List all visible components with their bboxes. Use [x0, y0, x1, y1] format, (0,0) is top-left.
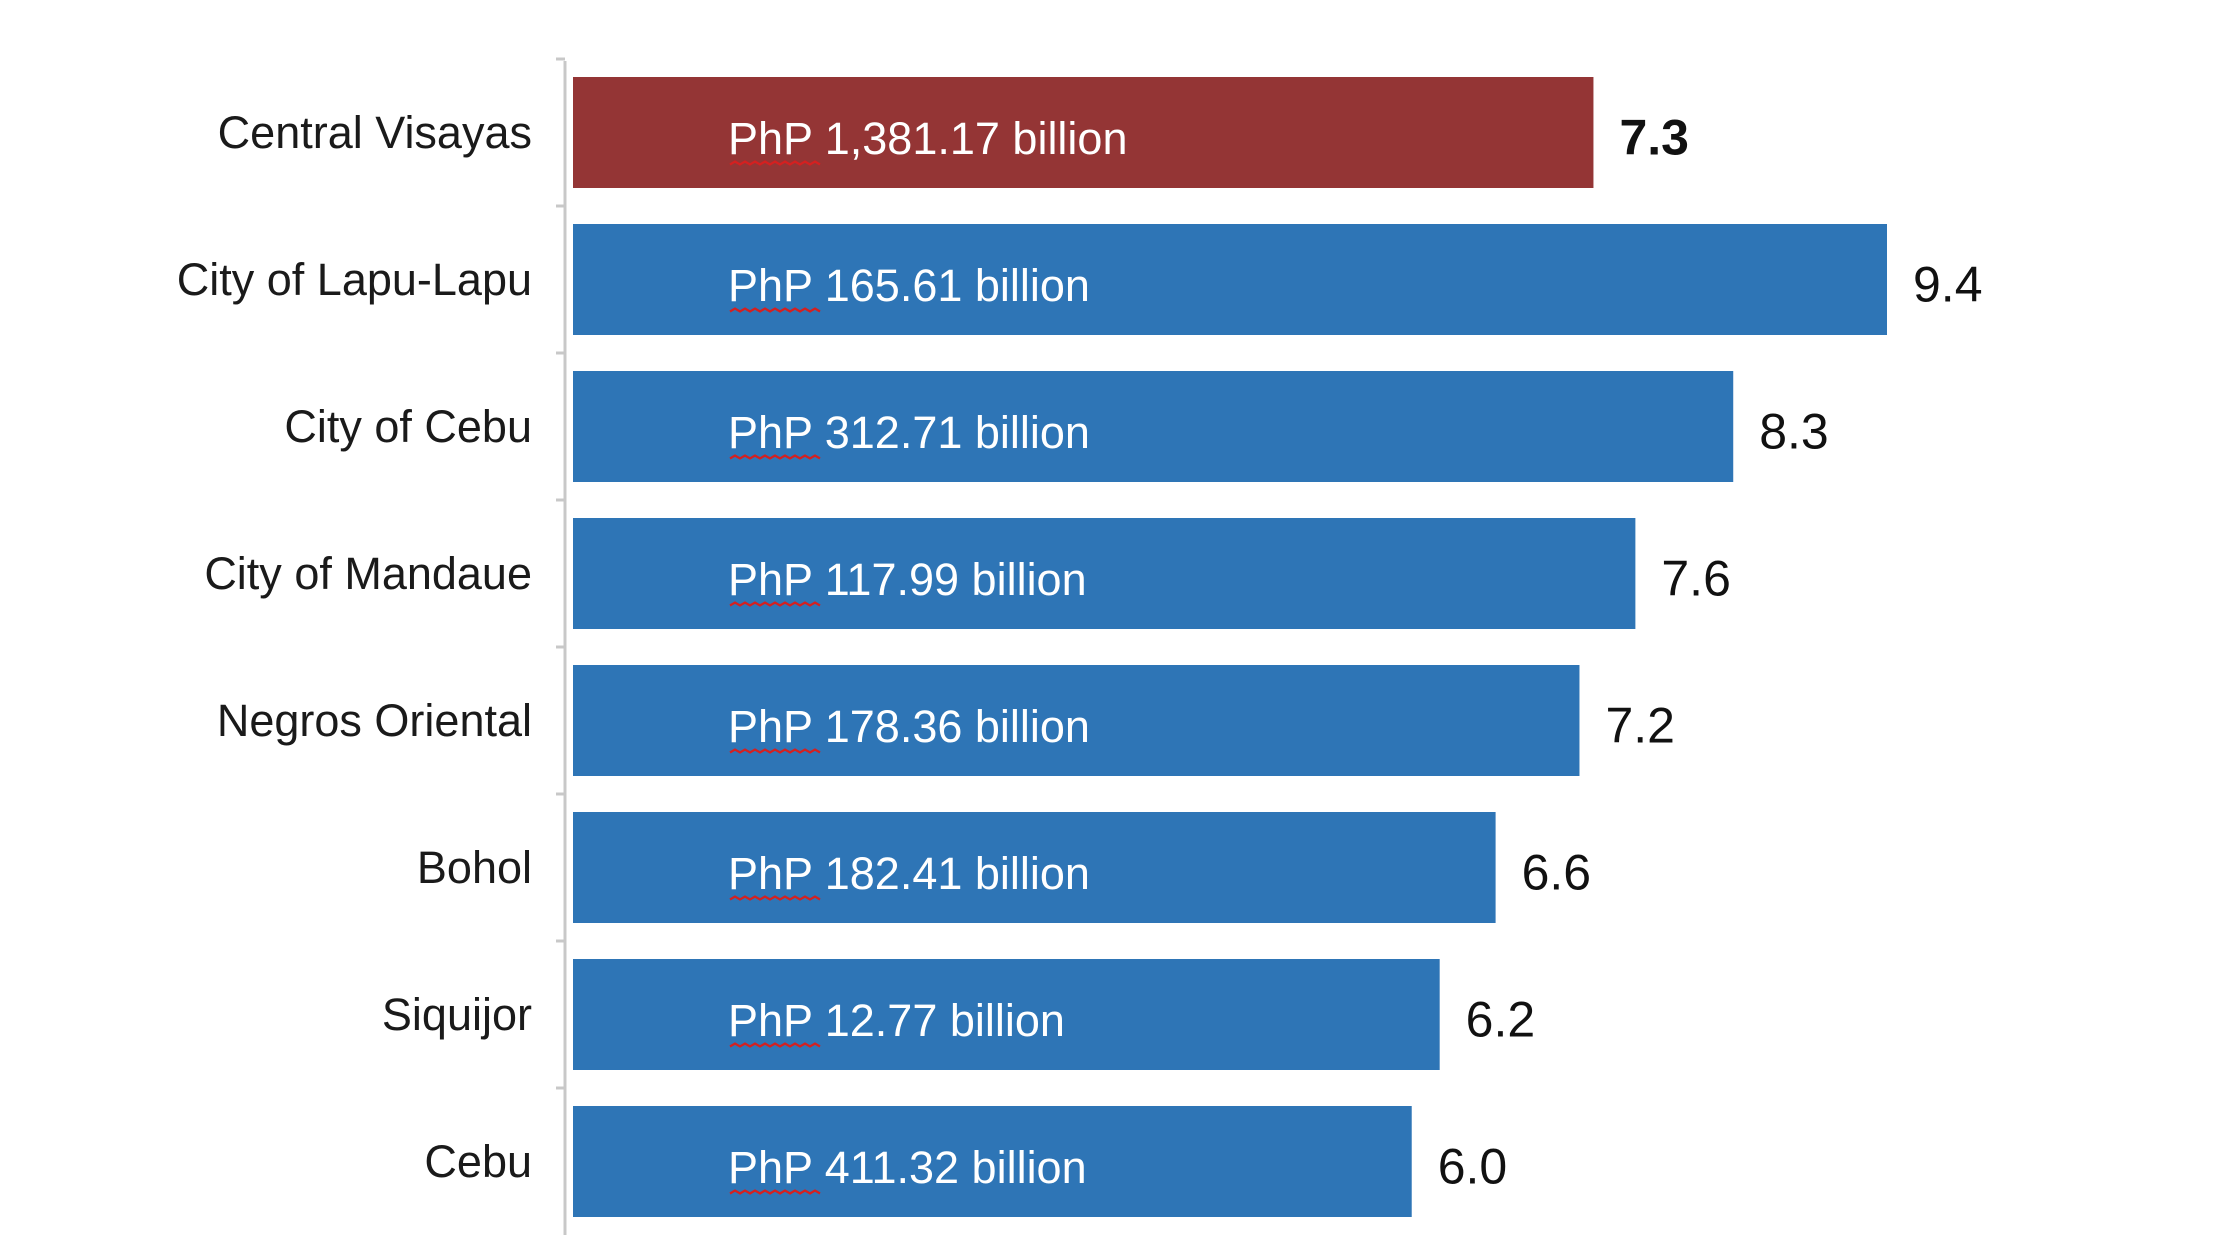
spellcheck-squiggle [729, 160, 821, 166]
category-label: Cebu [424, 1136, 532, 1187]
labels: Central Visayas PhP 1,381.17 billion 7.3 Ci… [177, 107, 1983, 1195]
spellcheck-squiggle [729, 895, 821, 901]
value-label: 8.3 [1759, 404, 1829, 460]
category-label: Central Visayas [218, 107, 532, 158]
category-label: City of Mandaue [204, 548, 532, 599]
category-label: Siquijor [382, 989, 532, 1040]
bar [573, 518, 1636, 629]
bar [573, 1106, 1412, 1217]
bar-inner-label: PhP 1,381.17 billion [728, 113, 1128, 164]
bar [573, 371, 1734, 482]
bar [573, 665, 1580, 776]
category-label: Negros Oriental [217, 695, 532, 746]
bars [573, 77, 1887, 1217]
value-label: 9.4 [1913, 257, 1983, 313]
value-label: 6.2 [1466, 992, 1536, 1048]
bar [573, 959, 1440, 1070]
bar [573, 224, 1887, 335]
spellcheck-squiggle [729, 454, 821, 460]
category-label: Bohol [417, 842, 532, 893]
bar-inner-label: PhP 165.61 billion [728, 260, 1090, 311]
category-label: City of Cebu [284, 401, 532, 452]
bar [573, 77, 1594, 188]
spellcheck-squiggle [729, 748, 821, 754]
category-label: City of Lapu-Lapu [177, 254, 532, 305]
bar-inner-label: PhP 12.77 billion [728, 995, 1065, 1046]
bar-inner-label: PhP 182.41 billion [728, 848, 1090, 899]
spellcheck-squiggle [729, 1189, 821, 1195]
bar-inner-label: PhP 117.99 billion [728, 554, 1087, 605]
bar-inner-label: PhP 411.32 billion [728, 1142, 1087, 1193]
bar-inner-label: PhP 312.71 billion [728, 407, 1090, 458]
bar-inner-label: PhP 178.36 billion [728, 701, 1090, 752]
value-label: 7.2 [1605, 698, 1675, 754]
value-label: 6.6 [1522, 845, 1592, 901]
spellcheck-squiggle [729, 307, 821, 313]
category-axis [556, 57, 567, 1235]
spellcheck-squiggle [729, 601, 821, 607]
spellcheck-squiggle [729, 1042, 821, 1048]
value-label: 7.3 [1619, 110, 1689, 166]
value-label: 6.0 [1438, 1139, 1508, 1195]
value-label: 7.6 [1661, 551, 1731, 607]
bar [573, 812, 1496, 923]
